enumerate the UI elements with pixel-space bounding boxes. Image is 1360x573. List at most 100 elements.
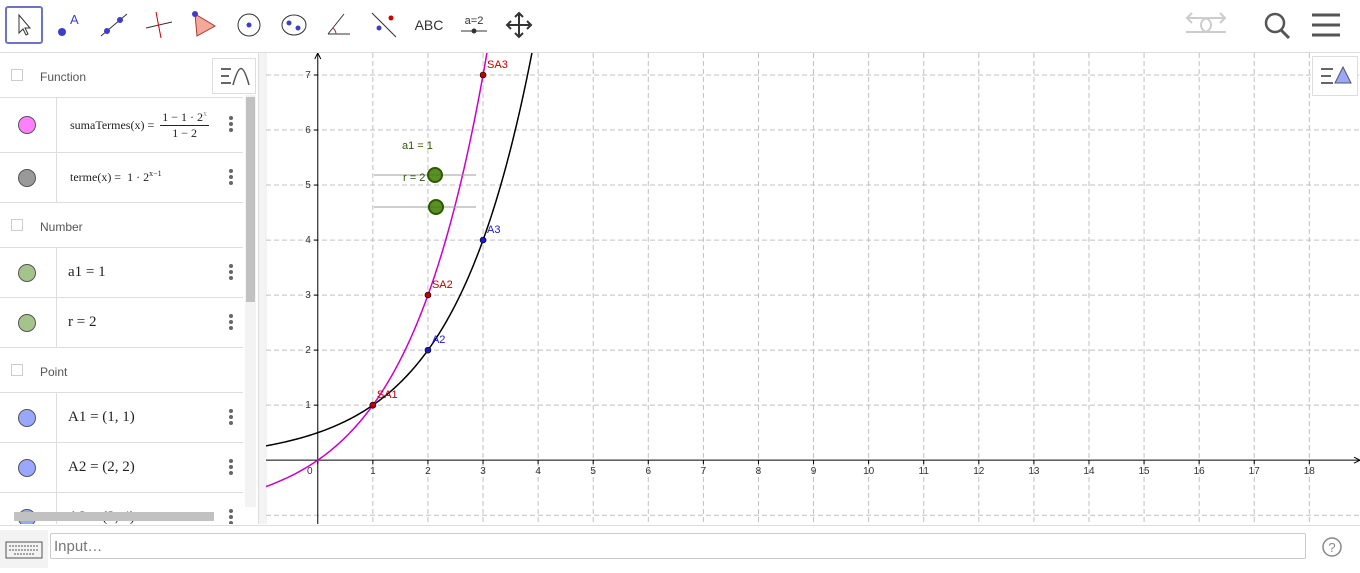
slider-knob[interactable] (427, 167, 443, 183)
collapse-button[interactable] (11, 364, 23, 376)
menu-dot (229, 275, 233, 280)
x-tick-label: 4 (535, 466, 541, 477)
group-title: Number (40, 220, 83, 234)
top-right-icons (1185, 12, 1340, 40)
visibility-toggle[interactable] (18, 313, 36, 332)
point-label: SA3 (487, 59, 508, 71)
x-tick-label: 6 (646, 466, 652, 477)
collapse-button[interactable] (11, 69, 23, 81)
point[interactable] (424, 346, 432, 354)
svg-text:?: ? (1328, 540, 1335, 555)
slider-tool[interactable]: a=2 (455, 6, 493, 44)
y-tick-label: 5 (305, 180, 311, 191)
vertical-scrollbar[interactable] (245, 95, 256, 507)
point[interactable] (479, 71, 487, 79)
svg-text:A: A (70, 12, 79, 27)
angle-tool[interactable] (320, 6, 358, 44)
expression-lhs: A2 = (2, 2) (68, 458, 135, 475)
item-menu[interactable] (229, 168, 233, 187)
y-tick-label: 3 (305, 290, 311, 301)
group-header: Function (0, 53, 243, 98)
expression-lhs: a1 = 1 (68, 263, 106, 280)
x-tick-label: 15 (1139, 466, 1151, 477)
slider-tool-label: a=2 (464, 15, 484, 27)
x-tick-label: 13 (1028, 466, 1040, 477)
menu-dot (229, 458, 233, 463)
slider-knob[interactable] (428, 199, 444, 215)
splitter[interactable] (258, 53, 267, 524)
redo-button[interactable] (1200, 12, 1227, 33)
menu-dot (229, 116, 233, 120)
item-menu[interactable] (229, 458, 233, 477)
point[interactable] (369, 401, 377, 409)
point[interactable] (479, 236, 487, 244)
y-tick-label: 4 (305, 235, 311, 246)
menu-dot (229, 168, 233, 173)
visibility-toggle[interactable] (18, 116, 36, 134)
point[interactable] (424, 291, 432, 299)
circle-tool[interactable] (230, 6, 268, 44)
expression: a1 = 1 (68, 264, 106, 281)
item-menu[interactable] (229, 508, 233, 524)
polygon-tool[interactable] (185, 6, 223, 44)
expression-rhs: 1 · 2 (127, 169, 150, 184)
visibility-toggle[interactable] (18, 458, 36, 477)
item-menu[interactable] (229, 313, 233, 332)
move-view-tool[interactable] (500, 6, 538, 44)
algebra-style-button[interactable] (212, 58, 256, 94)
perpendicular-tool[interactable] (140, 6, 178, 44)
visibility-cell (0, 153, 57, 202)
visibility-cell (0, 443, 57, 492)
x-tick-label: 12 (973, 466, 985, 477)
item-menu[interactable] (229, 116, 233, 134)
y-tick-label: 6 (305, 125, 311, 136)
slider-label: r = 2 (403, 172, 425, 184)
line-tool[interactable] (95, 6, 133, 44)
menu-button[interactable] (1312, 13, 1340, 37)
text-tool[interactable]: ABC (414, 17, 444, 33)
exponent: x−1 (149, 168, 162, 178)
collapse-button[interactable] (11, 219, 23, 231)
visibility-cell (0, 298, 57, 347)
x-tick-label: 17 (1249, 466, 1261, 477)
move-tool[interactable] (5, 6, 43, 44)
undo-button[interactable] (1185, 12, 1212, 33)
x-tick-label: 16 (1194, 466, 1206, 477)
algebra-view: Function sumaTermes(x) = 1 − 1 · 2x 1 − 2 te… (0, 53, 258, 524)
ellipse-tool[interactable] (275, 6, 313, 44)
x-tick-label: 8 (756, 466, 762, 477)
x-axis-arrow (1353, 456, 1360, 464)
visibility-toggle[interactable] (18, 168, 36, 187)
group-title: Point (40, 365, 68, 379)
expression: A2 = (2, 2) (68, 459, 135, 476)
y-tick-label: 2 (305, 345, 311, 356)
item-menu[interactable] (229, 263, 233, 282)
help-button[interactable]: ? (1320, 535, 1344, 559)
toolbar: A ABC a=2 (0, 0, 1360, 53)
menu-dot (229, 508, 233, 513)
x-tick-label: 3 (480, 466, 486, 477)
point-label: SA2 (432, 279, 453, 291)
graphics-style-button[interactable] (1312, 56, 1358, 96)
algebra-item: a1 = 1 (0, 248, 243, 298)
fraction: 1 − 1 · 2x 1 − 2 (160, 109, 209, 141)
search-button[interactable] (1264, 12, 1291, 40)
reflect-tool[interactable] (365, 6, 403, 44)
denominator: 1 − 2 (172, 126, 197, 140)
point-label: SA1 (377, 389, 398, 401)
point-label: A2 (432, 334, 445, 346)
horizontal-scrollbar[interactable] (14, 512, 214, 521)
item-menu[interactable] (229, 408, 233, 427)
visibility-toggle[interactable] (18, 263, 36, 282)
terme-curve (266, 53, 533, 447)
x-tick-label: 10 (863, 466, 875, 477)
visibility-toggle[interactable] (18, 408, 36, 427)
group-title: Function (40, 70, 87, 84)
menu-dot (229, 180, 233, 185)
point-tool[interactable]: A (50, 6, 88, 44)
keyboard-button[interactable] (0, 530, 48, 568)
algebra-item: r = 2 (0, 298, 243, 348)
input-field[interactable]: Input… (50, 533, 1306, 559)
